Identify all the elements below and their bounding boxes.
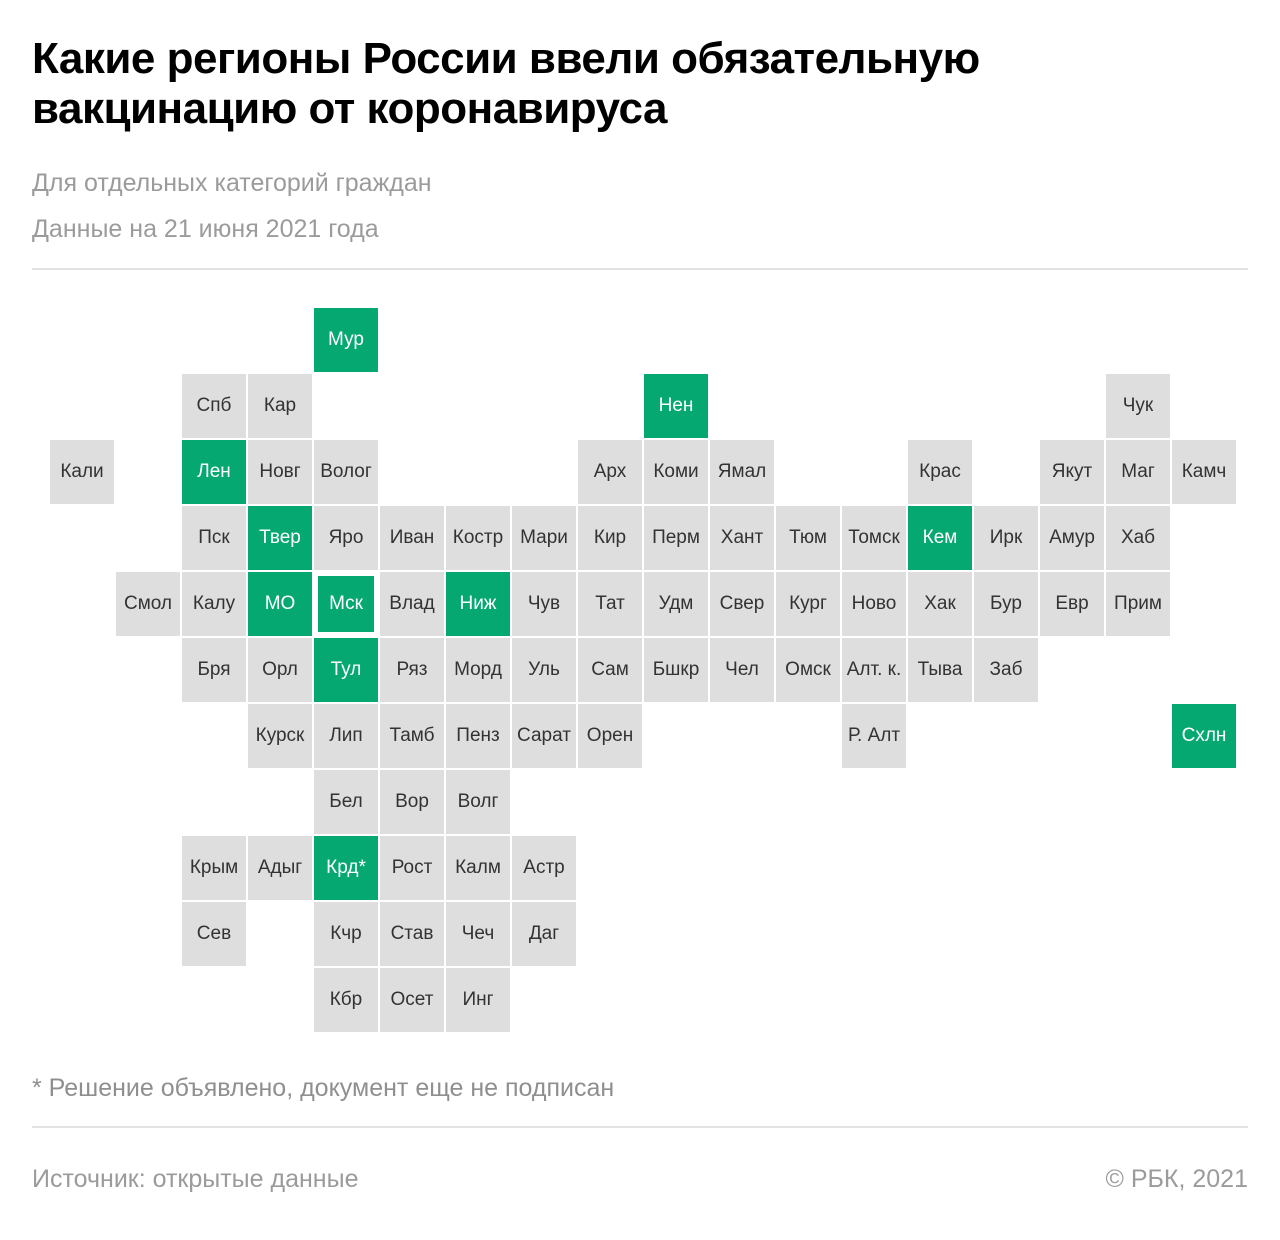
region-tile: Астр — [512, 836, 576, 900]
region-tile: Калу — [182, 572, 246, 636]
chart-subtitle: Для отдельных категорий граждан — [32, 169, 432, 197]
region-tile: Кбр — [314, 968, 378, 1032]
region-tile: Омск — [776, 638, 840, 702]
region-tile: Перм — [644, 506, 708, 570]
region-tile: Мск — [314, 572, 378, 636]
region-tile: Прим — [1106, 572, 1170, 636]
data-date: Данные на 21 июня 2021 года — [32, 215, 379, 243]
region-tile: Кург — [776, 572, 840, 636]
region-tile: Свер — [710, 572, 774, 636]
region-tile: Нен — [644, 374, 708, 438]
region-tile: Крым — [182, 836, 246, 900]
region-tile: Инг — [446, 968, 510, 1032]
source-note: Источник: открытые данные — [32, 1165, 359, 1193]
region-tile: Хак — [908, 572, 972, 636]
region-tile: Орл — [248, 638, 312, 702]
region-tile: Влад — [380, 572, 444, 636]
copyright: © РБК, 2021 — [1105, 1165, 1248, 1193]
region-tile: Калм — [446, 836, 510, 900]
region-tile: Уль — [512, 638, 576, 702]
region-tile: Бря — [182, 638, 246, 702]
region-tile: Арх — [578, 440, 642, 504]
region-tile: Сарат — [512, 704, 576, 768]
region-tile: Тюм — [776, 506, 840, 570]
region-tile: Кчр — [314, 902, 378, 966]
region-tile: Томск — [842, 506, 906, 570]
region-tile: Р. Алт — [842, 704, 906, 768]
region-tile: Хант — [710, 506, 774, 570]
bottom-divider — [32, 1126, 1248, 1128]
region-tile: Твер — [248, 506, 312, 570]
region-tile: Спб — [182, 374, 246, 438]
region-tile: Адыг — [248, 836, 312, 900]
region-tile: Лен — [182, 440, 246, 504]
region-tile: Чук — [1106, 374, 1170, 438]
region-tile: Евр — [1040, 572, 1104, 636]
region-tile: Хаб — [1106, 506, 1170, 570]
region-tile: Бел — [314, 770, 378, 834]
region-tile: Ряз — [380, 638, 444, 702]
region-tile: Камч — [1172, 440, 1236, 504]
region-tile: Кир — [578, 506, 642, 570]
footnote: * Решение объявлено, документ еще не под… — [32, 1074, 615, 1102]
region-tile: Вор — [380, 770, 444, 834]
region-tile: Крас — [908, 440, 972, 504]
region-tile: Новг — [248, 440, 312, 504]
region-tile: Лип — [314, 704, 378, 768]
region-tile: Осет — [380, 968, 444, 1032]
region-tile: Мур — [314, 308, 378, 372]
region-tile: Мари — [512, 506, 576, 570]
region-tile: Сев — [182, 902, 246, 966]
region-tile: Ново — [842, 572, 906, 636]
region-tile: Став — [380, 902, 444, 966]
region-tile: Заб — [974, 638, 1038, 702]
region-tile: Маг — [1106, 440, 1170, 504]
region-tile: Орен — [578, 704, 642, 768]
region-tile: Алт. к. — [842, 638, 906, 702]
region-tile: Бур — [974, 572, 1038, 636]
region-tile: Тамб — [380, 704, 444, 768]
region-tile: Костр — [446, 506, 510, 570]
region-tile: Схлн — [1172, 704, 1236, 768]
region-tile: Амур — [1040, 506, 1104, 570]
region-tile: Чув — [512, 572, 576, 636]
region-tile: Кем — [908, 506, 972, 570]
region-tile: Бшкр — [644, 638, 708, 702]
region-tile: Ямал — [710, 440, 774, 504]
region-tile: Морд — [446, 638, 510, 702]
region-tile: Пск — [182, 506, 246, 570]
region-tile: Якут — [1040, 440, 1104, 504]
region-tile: Рост — [380, 836, 444, 900]
region-tile: Удм — [644, 572, 708, 636]
region-tile: Тул — [314, 638, 378, 702]
region-tile: Курск — [248, 704, 312, 768]
region-tile: Чеч — [446, 902, 510, 966]
region-tile: Даг — [512, 902, 576, 966]
region-tile: Тыва — [908, 638, 972, 702]
region-tile: Кар — [248, 374, 312, 438]
region-tile: Чел — [710, 638, 774, 702]
region-tile: Коми — [644, 440, 708, 504]
region-tile: Пенз — [446, 704, 510, 768]
region-tile: Волог — [314, 440, 378, 504]
region-tile: Кали — [50, 440, 114, 504]
region-tile: Сам — [578, 638, 642, 702]
region-tile: Волг — [446, 770, 510, 834]
top-divider — [32, 268, 1248, 270]
chart-title: Какие регионы России ввели обязательную … — [32, 34, 980, 133]
region-tile: Иван — [380, 506, 444, 570]
region-tile: Яро — [314, 506, 378, 570]
region-tile: Ирк — [974, 506, 1038, 570]
region-tile: Смол — [116, 572, 180, 636]
region-tile: Ниж — [446, 572, 510, 636]
region-tile: Тат — [578, 572, 642, 636]
region-tile: Крд* — [314, 836, 378, 900]
region-tile: МО — [248, 572, 312, 636]
